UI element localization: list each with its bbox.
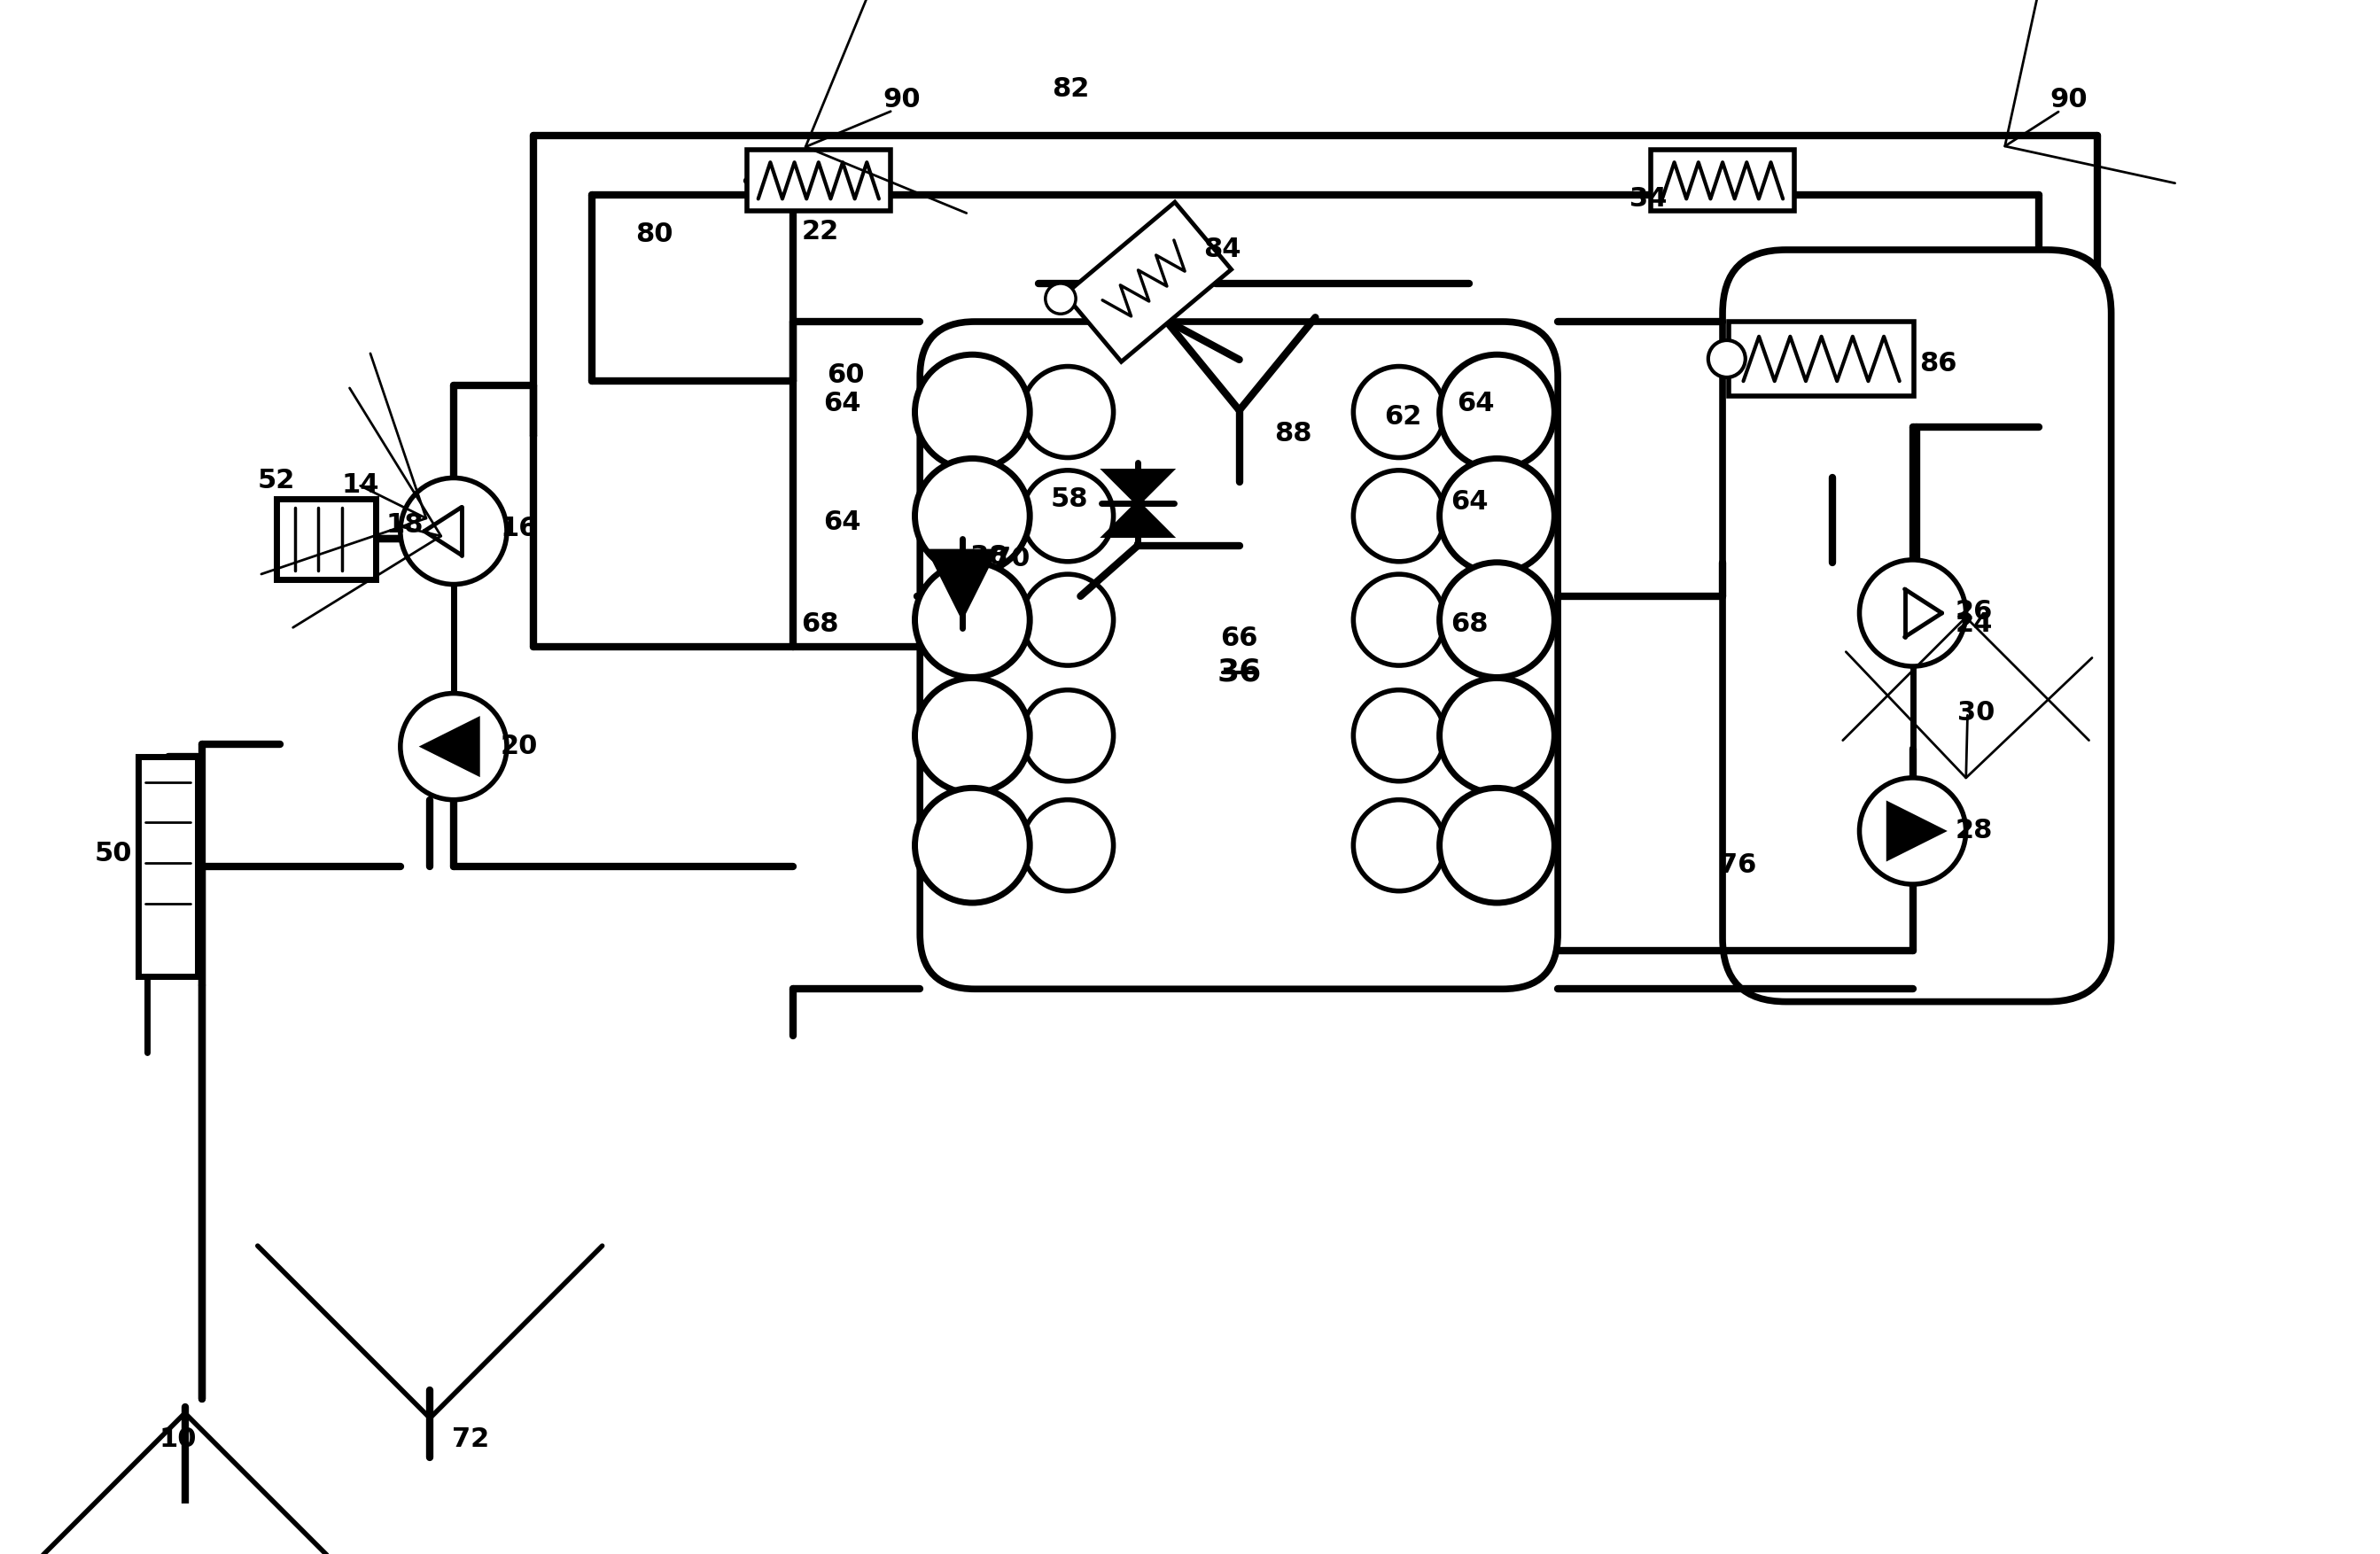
Polygon shape xyxy=(424,720,478,774)
Circle shape xyxy=(1045,283,1076,314)
Circle shape xyxy=(914,458,1031,573)
Circle shape xyxy=(914,678,1031,793)
Text: 14: 14 xyxy=(343,472,378,497)
Text: 90: 90 xyxy=(883,87,921,112)
Text: 64: 64 xyxy=(823,510,862,536)
Circle shape xyxy=(1354,690,1445,782)
Circle shape xyxy=(1440,458,1554,573)
Text: 88: 88 xyxy=(1276,421,1311,448)
Text: 60: 60 xyxy=(826,362,864,387)
Text: 30: 30 xyxy=(1956,699,1994,726)
Text: 34: 34 xyxy=(1630,186,1666,211)
Text: 18: 18 xyxy=(386,513,424,538)
Bar xyxy=(138,757,198,976)
FancyBboxPatch shape xyxy=(1723,250,2111,1002)
Text: 28: 28 xyxy=(1956,817,1992,844)
Polygon shape xyxy=(931,552,995,615)
Text: 64: 64 xyxy=(1457,390,1495,416)
Text: 24: 24 xyxy=(1956,611,1992,637)
Bar xyxy=(2040,194,2097,427)
Text: 66: 66 xyxy=(1221,626,1259,651)
Text: 68: 68 xyxy=(802,611,840,637)
Circle shape xyxy=(1021,575,1114,665)
Text: 68: 68 xyxy=(1449,611,1488,637)
Circle shape xyxy=(1440,788,1554,903)
Bar xyxy=(747,151,890,211)
Text: 84: 84 xyxy=(1204,236,1242,263)
Text: 38: 38 xyxy=(971,544,1009,569)
Text: 20: 20 xyxy=(500,733,538,760)
Circle shape xyxy=(1354,800,1445,890)
Circle shape xyxy=(1859,559,1966,667)
Circle shape xyxy=(1021,367,1114,457)
Polygon shape xyxy=(1064,202,1230,362)
Text: 36: 36 xyxy=(1216,657,1261,687)
Circle shape xyxy=(1354,367,1445,457)
Circle shape xyxy=(914,354,1031,469)
Circle shape xyxy=(1354,471,1445,561)
Text: 82: 82 xyxy=(1052,76,1090,103)
Text: 70: 70 xyxy=(992,545,1031,570)
Circle shape xyxy=(1354,575,1445,665)
Text: 86: 86 xyxy=(1918,351,1956,376)
Text: 26: 26 xyxy=(1956,598,1992,625)
Bar xyxy=(1652,151,1795,211)
Circle shape xyxy=(914,563,1031,678)
Text: 80: 80 xyxy=(635,222,674,247)
Circle shape xyxy=(1440,354,1554,469)
Bar xyxy=(276,499,376,580)
Text: 62: 62 xyxy=(1385,404,1421,430)
Circle shape xyxy=(1021,471,1114,561)
Circle shape xyxy=(1440,563,1554,678)
Circle shape xyxy=(1021,690,1114,782)
Polygon shape xyxy=(1890,805,1942,858)
FancyBboxPatch shape xyxy=(921,322,1559,988)
Text: 16: 16 xyxy=(500,516,538,541)
Polygon shape xyxy=(1107,471,1171,503)
Polygon shape xyxy=(1107,503,1171,536)
Text: 10: 10 xyxy=(159,1427,198,1451)
Text: 52: 52 xyxy=(257,468,295,493)
Text: 76: 76 xyxy=(1718,852,1756,878)
Circle shape xyxy=(400,479,507,584)
Text: 64: 64 xyxy=(1449,488,1488,514)
Circle shape xyxy=(1021,800,1114,890)
Text: 58: 58 xyxy=(1050,486,1088,511)
Circle shape xyxy=(914,788,1031,903)
Bar xyxy=(593,135,2040,194)
Circle shape xyxy=(1709,340,1745,378)
Bar xyxy=(1728,322,1914,396)
Circle shape xyxy=(1440,678,1554,793)
Bar xyxy=(533,381,793,646)
Circle shape xyxy=(400,693,507,800)
Circle shape xyxy=(1859,779,1966,884)
Circle shape xyxy=(1133,497,1145,510)
Bar xyxy=(533,194,593,435)
Text: 22: 22 xyxy=(802,219,840,244)
Text: 72: 72 xyxy=(452,1427,490,1451)
Text: 90: 90 xyxy=(2049,87,2087,112)
Text: 64: 64 xyxy=(823,390,862,416)
Text: 50: 50 xyxy=(95,841,131,867)
